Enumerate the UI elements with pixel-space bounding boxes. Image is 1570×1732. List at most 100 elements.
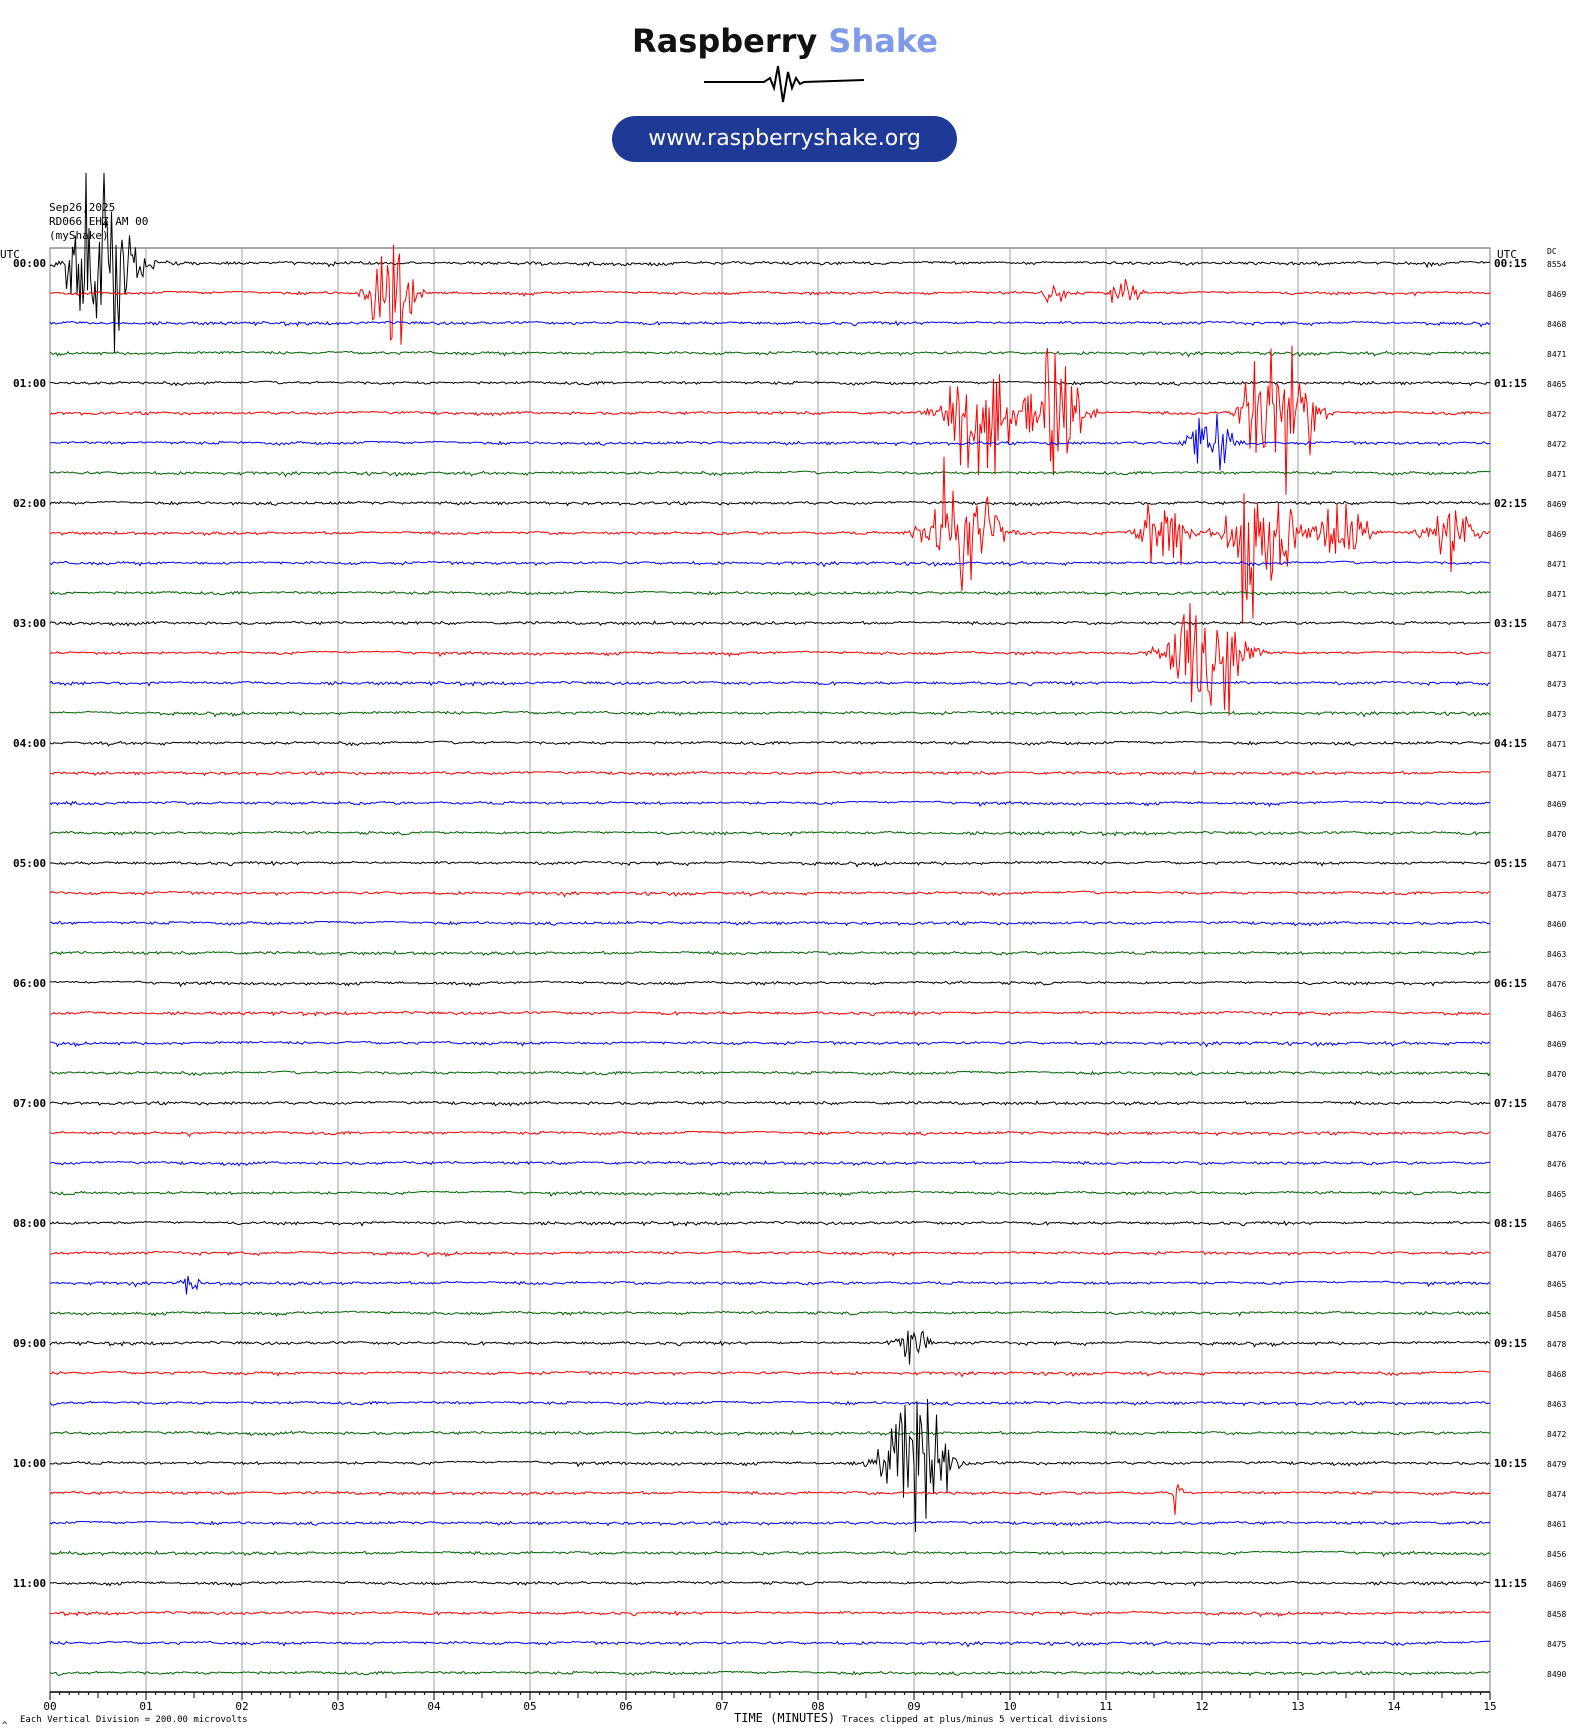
x-tick-label: 12	[1195, 1700, 1208, 1713]
dc-value: 8463	[1547, 1400, 1566, 1409]
dc-value: 8463	[1547, 950, 1566, 959]
dc-value: 8490	[1547, 1670, 1566, 1679]
minute-grid	[49, 247, 1491, 1693]
seismic-trace	[49, 470, 1491, 478]
left-hour-label: 10:00	[13, 1457, 46, 1470]
right-hour-label: 10:15	[1494, 1457, 1527, 1470]
seismic-trace	[49, 1640, 1491, 1648]
right-hour-label: 09:15	[1494, 1337, 1527, 1350]
station-network: (myShake)	[49, 229, 109, 242]
clip-note: Traces clipped at plus/minus 5 vertical …	[842, 1715, 1108, 1725]
x-tick-label: 13	[1291, 1700, 1304, 1713]
seismic-trace	[49, 680, 1490, 687]
right-hour-label: 06:15	[1494, 977, 1527, 990]
trace-group	[49, 172, 1491, 1677]
website-link[interactable]: www.raspberryshake.org	[612, 116, 957, 162]
seismic-trace	[49, 380, 1491, 387]
right-utc-label: UTC	[1497, 248, 1517, 261]
seismic-trace	[49, 1250, 1491, 1258]
corner-mark: ^	[2, 1721, 8, 1731]
x-tick-label: 02	[235, 1700, 248, 1713]
seismic-trace	[49, 800, 1491, 808]
x-tick-label: 06	[619, 1700, 632, 1713]
dc-value: 8469	[1547, 530, 1566, 539]
seismic-trace	[49, 620, 1491, 627]
hour-labels: 8554 8469 8468 8471 8465 8472 8472 8471 8469 8469…	[13, 257, 1566, 1679]
seismic-trace	[49, 1070, 1491, 1077]
left-utc-label: UTC	[0, 248, 20, 261]
right-hour-label: 00:15	[1494, 257, 1527, 270]
station-date: Sep26,2025	[49, 201, 115, 214]
dc-value: 8460	[1547, 920, 1566, 929]
seismic-trace	[49, 860, 1491, 868]
seismic-trace	[49, 320, 1491, 328]
dc-value: 8461	[1547, 1520, 1566, 1529]
dc-value: 8473	[1547, 710, 1566, 719]
left-hour-label: 07:00	[13, 1097, 46, 1110]
brand-title: Raspberry Shake	[0, 22, 1570, 60]
dc-value: 8471	[1547, 590, 1566, 599]
dc-value: 8468	[1547, 320, 1566, 329]
seismic-trace	[49, 456, 1491, 624]
seismic-trace	[49, 1040, 1491, 1048]
dc-value: 8471	[1547, 560, 1566, 569]
seismic-trace	[49, 1275, 1491, 1295]
x-tick-label: 11	[1099, 1700, 1112, 1713]
right-hour-label: 01:15	[1494, 377, 1527, 390]
dc-value: 8472	[1547, 410, 1566, 419]
seismic-trace	[50, 1550, 1491, 1558]
left-hour-label: 08:00	[13, 1217, 46, 1230]
seismic-trace	[49, 1130, 1491, 1138]
seismic-trace	[49, 710, 1491, 718]
dc-value: 8476	[1547, 1160, 1566, 1169]
right-hour-label: 07:15	[1494, 1097, 1527, 1110]
dc-value: 8554	[1547, 260, 1566, 269]
dc-value: 8469	[1547, 1580, 1566, 1589]
dc-value: 8479	[1547, 1460, 1566, 1469]
seismic-trace	[49, 1220, 1491, 1227]
seismic-trace	[49, 560, 1491, 568]
dc-value: 8470	[1547, 830, 1566, 839]
right-hour-label: 04:15	[1494, 737, 1527, 750]
left-hour-label: 02:00	[13, 497, 46, 510]
left-hour-label: 01:00	[13, 377, 46, 390]
seismic-trace	[49, 980, 1491, 988]
dc-value: 8478	[1547, 1340, 1566, 1349]
x-tick-label: 05	[523, 1700, 536, 1713]
brand-accent: Shake	[828, 22, 938, 60]
seismic-trace	[49, 172, 1491, 354]
dc-value: 8471	[1547, 470, 1566, 479]
brand-primary: Raspberry	[632, 22, 818, 60]
dc-value: 8473	[1547, 680, 1566, 689]
seismic-trace	[49, 1310, 1491, 1318]
x-axis-label: TIME (MINUTES)	[734, 1711, 835, 1725]
left-hour-label: 03:00	[13, 617, 46, 630]
seismic-trace	[49, 244, 1491, 345]
seismic-trace	[49, 603, 1491, 716]
seismic-trace	[49, 1610, 1491, 1618]
seismic-trace	[49, 1399, 1491, 1533]
seismic-trace	[49, 1370, 1491, 1378]
x-tick-label: 03	[331, 1700, 344, 1713]
seismic-trace	[49, 1010, 1490, 1017]
dc-value: 8469	[1547, 800, 1566, 809]
x-tick-label: 04	[427, 1700, 441, 1713]
plot-frame	[49, 247, 1491, 1693]
seismic-trace	[49, 1430, 1491, 1437]
seismic-trace	[49, 1670, 1490, 1677]
right-hour-label: 05:15	[1494, 857, 1527, 870]
dc-value: 8474	[1547, 1490, 1566, 1499]
dc-label: DC	[1547, 247, 1557, 256]
seismic-wave-icon	[704, 65, 864, 103]
seismic-trace	[49, 345, 1491, 495]
seismic-trace	[49, 1520, 1491, 1527]
dc-value: 8458	[1547, 1310, 1566, 1319]
dc-value: 8465	[1547, 1190, 1566, 1199]
seismic-trace	[49, 590, 1491, 597]
x-tick-label: 15	[1483, 1700, 1496, 1713]
scale-note: Each Vertical Division = 200.00 microvol…	[20, 1715, 248, 1725]
seismic-trace	[49, 500, 1491, 507]
dc-value: 8471	[1547, 650, 1566, 659]
dc-value: 8472	[1547, 1430, 1566, 1439]
